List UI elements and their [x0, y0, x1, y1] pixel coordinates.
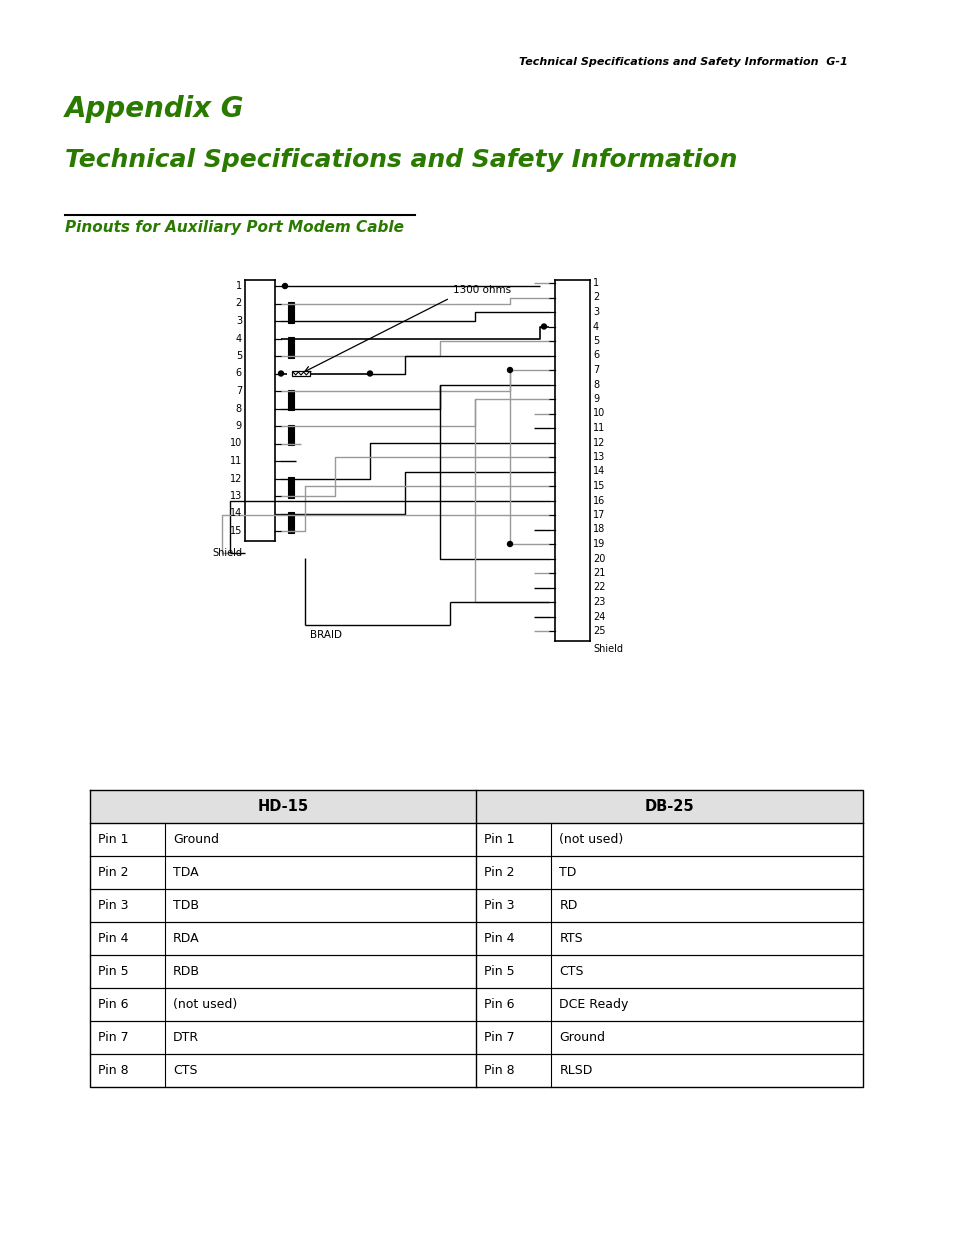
Text: DCE Ready: DCE Ready — [558, 998, 628, 1011]
Text: TD: TD — [558, 866, 577, 879]
Text: 9: 9 — [235, 421, 242, 431]
Text: 5: 5 — [593, 336, 598, 346]
Bar — [292, 370, 310, 375]
Text: Pin 2: Pin 2 — [484, 866, 515, 879]
Text: 12: 12 — [593, 437, 605, 447]
Text: Pin 5: Pin 5 — [98, 965, 129, 978]
Bar — [288, 303, 294, 322]
Text: Shield: Shield — [212, 547, 242, 557]
Text: Technical Specifications and Safety Information: Technical Specifications and Safety Info… — [65, 148, 737, 172]
Text: 21: 21 — [593, 568, 605, 578]
Text: 3: 3 — [235, 316, 242, 326]
Text: 5: 5 — [235, 351, 242, 361]
Text: 1300 ohms: 1300 ohms — [453, 285, 511, 295]
Circle shape — [507, 368, 512, 373]
Text: 8: 8 — [593, 379, 598, 389]
Text: DTR: DTR — [172, 1031, 199, 1044]
Text: Shield: Shield — [593, 645, 622, 655]
Text: Pinouts for Auxiliary Port Modem Cable: Pinouts for Auxiliary Port Modem Cable — [65, 220, 403, 235]
Bar — [288, 477, 294, 498]
Bar — [288, 425, 294, 445]
Text: Pin 3: Pin 3 — [484, 899, 515, 911]
Text: (not used): (not used) — [558, 832, 623, 846]
Text: Pin 2: Pin 2 — [98, 866, 129, 879]
Text: Pin 4: Pin 4 — [98, 932, 129, 945]
Text: 12: 12 — [230, 473, 242, 483]
Text: RDA: RDA — [172, 932, 199, 945]
Circle shape — [282, 284, 287, 289]
Text: Pin 8: Pin 8 — [98, 1065, 129, 1077]
Text: Pin 4: Pin 4 — [484, 932, 515, 945]
Text: 23: 23 — [593, 597, 605, 606]
Text: 16: 16 — [593, 495, 604, 505]
Text: 25: 25 — [593, 626, 605, 636]
Text: 4: 4 — [235, 333, 242, 343]
Text: RDB: RDB — [172, 965, 200, 978]
Text: 1: 1 — [593, 278, 598, 288]
Text: 19: 19 — [593, 538, 604, 550]
Text: 3: 3 — [593, 308, 598, 317]
Text: Pin 6: Pin 6 — [98, 998, 129, 1011]
Text: DB-25: DB-25 — [644, 799, 694, 814]
Text: (not used): (not used) — [172, 998, 237, 1011]
Text: 11: 11 — [593, 424, 604, 433]
Bar — [288, 389, 294, 410]
Text: Pin 3: Pin 3 — [98, 899, 129, 911]
Bar — [288, 337, 294, 357]
Text: 22: 22 — [593, 583, 605, 593]
Text: RLSD: RLSD — [558, 1065, 592, 1077]
Text: 24: 24 — [593, 611, 605, 621]
Text: 15: 15 — [230, 526, 242, 536]
Text: 7: 7 — [593, 366, 598, 375]
Text: 1: 1 — [235, 282, 242, 291]
Text: 11: 11 — [230, 456, 242, 466]
Text: 10: 10 — [230, 438, 242, 448]
Text: Ground: Ground — [172, 832, 219, 846]
Text: CTS: CTS — [558, 965, 583, 978]
Text: TDB: TDB — [172, 899, 199, 911]
Text: 7: 7 — [235, 387, 242, 396]
Text: 14: 14 — [593, 467, 604, 477]
Text: 17: 17 — [593, 510, 605, 520]
Circle shape — [541, 324, 546, 329]
Text: 8: 8 — [235, 404, 242, 414]
Bar — [288, 513, 294, 532]
Text: HD-15: HD-15 — [257, 799, 309, 814]
Text: 4: 4 — [593, 321, 598, 331]
Text: Pin 6: Pin 6 — [484, 998, 515, 1011]
Text: Pin 5: Pin 5 — [484, 965, 515, 978]
Text: RD: RD — [558, 899, 578, 911]
Text: 14: 14 — [230, 509, 242, 519]
Text: 13: 13 — [593, 452, 604, 462]
Text: 20: 20 — [593, 553, 605, 563]
Text: Pin 1: Pin 1 — [484, 832, 515, 846]
Text: Appendix G: Appendix G — [65, 95, 244, 124]
Text: Pin 8: Pin 8 — [484, 1065, 515, 1077]
Text: Technical Specifications and Safety Information  G-1: Technical Specifications and Safety Info… — [518, 57, 847, 67]
Circle shape — [367, 370, 372, 375]
Text: 6: 6 — [593, 351, 598, 361]
Circle shape — [507, 541, 512, 547]
Text: Pin 1: Pin 1 — [98, 832, 129, 846]
Text: 15: 15 — [593, 480, 605, 492]
Text: 6: 6 — [235, 368, 242, 378]
Text: 13: 13 — [230, 492, 242, 501]
Text: Ground: Ground — [558, 1031, 605, 1044]
Bar — [90, 790, 862, 823]
Text: Pin 7: Pin 7 — [98, 1031, 129, 1044]
Text: TDA: TDA — [172, 866, 198, 879]
Text: 10: 10 — [593, 409, 604, 419]
Text: Pin 7: Pin 7 — [484, 1031, 515, 1044]
Text: CTS: CTS — [172, 1065, 197, 1077]
Text: 9: 9 — [593, 394, 598, 404]
Text: 2: 2 — [593, 293, 598, 303]
Text: RTS: RTS — [558, 932, 582, 945]
Text: 2: 2 — [235, 299, 242, 309]
Text: 18: 18 — [593, 525, 604, 535]
Text: BRAID: BRAID — [310, 631, 341, 641]
Circle shape — [278, 370, 283, 375]
